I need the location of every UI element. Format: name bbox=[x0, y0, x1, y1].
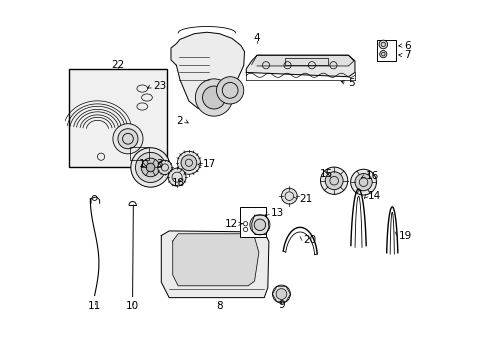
Circle shape bbox=[378, 40, 387, 49]
Circle shape bbox=[146, 163, 155, 172]
Circle shape bbox=[254, 219, 265, 230]
Text: 20: 20 bbox=[303, 235, 316, 245]
Text: 12: 12 bbox=[224, 219, 238, 229]
Text: 23: 23 bbox=[153, 81, 166, 91]
Text: 18: 18 bbox=[171, 178, 184, 188]
Text: 10: 10 bbox=[126, 301, 139, 311]
Circle shape bbox=[202, 86, 225, 109]
Circle shape bbox=[216, 77, 244, 104]
Circle shape bbox=[276, 289, 286, 300]
Polygon shape bbox=[251, 215, 268, 234]
Bar bbox=[69, 69, 167, 167]
Circle shape bbox=[181, 155, 196, 171]
Circle shape bbox=[177, 151, 200, 174]
Circle shape bbox=[272, 285, 290, 303]
Text: 9: 9 bbox=[278, 300, 284, 310]
Bar bbox=[376, 40, 395, 61]
Polygon shape bbox=[172, 234, 258, 286]
Circle shape bbox=[350, 169, 376, 195]
Circle shape bbox=[168, 168, 185, 186]
Polygon shape bbox=[161, 231, 268, 298]
Text: 2: 2 bbox=[176, 116, 183, 126]
Polygon shape bbox=[246, 55, 354, 77]
Circle shape bbox=[379, 50, 386, 58]
Text: 4: 4 bbox=[253, 33, 260, 43]
Circle shape bbox=[141, 158, 160, 177]
Text: 7: 7 bbox=[403, 50, 410, 60]
Circle shape bbox=[135, 152, 165, 183]
Text: 6: 6 bbox=[403, 41, 410, 50]
Text: 17: 17 bbox=[203, 159, 216, 169]
Circle shape bbox=[195, 79, 232, 116]
Text: 19: 19 bbox=[398, 231, 411, 240]
Circle shape bbox=[320, 167, 347, 194]
Text: 22: 22 bbox=[111, 59, 124, 69]
Text: 14: 14 bbox=[367, 191, 381, 201]
Text: 1: 1 bbox=[139, 159, 145, 169]
Circle shape bbox=[354, 174, 371, 191]
Polygon shape bbox=[171, 32, 244, 110]
Text: 16: 16 bbox=[365, 171, 378, 181]
Text: 3: 3 bbox=[156, 159, 162, 169]
Text: 13: 13 bbox=[270, 208, 283, 218]
Circle shape bbox=[118, 129, 138, 149]
Bar bbox=[129, 147, 149, 160]
Bar bbox=[284, 58, 327, 64]
Circle shape bbox=[131, 148, 170, 187]
Circle shape bbox=[113, 124, 142, 154]
Text: 11: 11 bbox=[88, 301, 101, 311]
Text: 21: 21 bbox=[298, 194, 312, 204]
Circle shape bbox=[158, 160, 172, 175]
Circle shape bbox=[249, 215, 269, 235]
Circle shape bbox=[325, 172, 343, 190]
Circle shape bbox=[281, 188, 297, 204]
Text: 15: 15 bbox=[319, 168, 332, 179]
Text: 8: 8 bbox=[216, 301, 222, 311]
Bar bbox=[240, 207, 265, 237]
Text: 5: 5 bbox=[348, 78, 354, 88]
Polygon shape bbox=[251, 55, 353, 66]
